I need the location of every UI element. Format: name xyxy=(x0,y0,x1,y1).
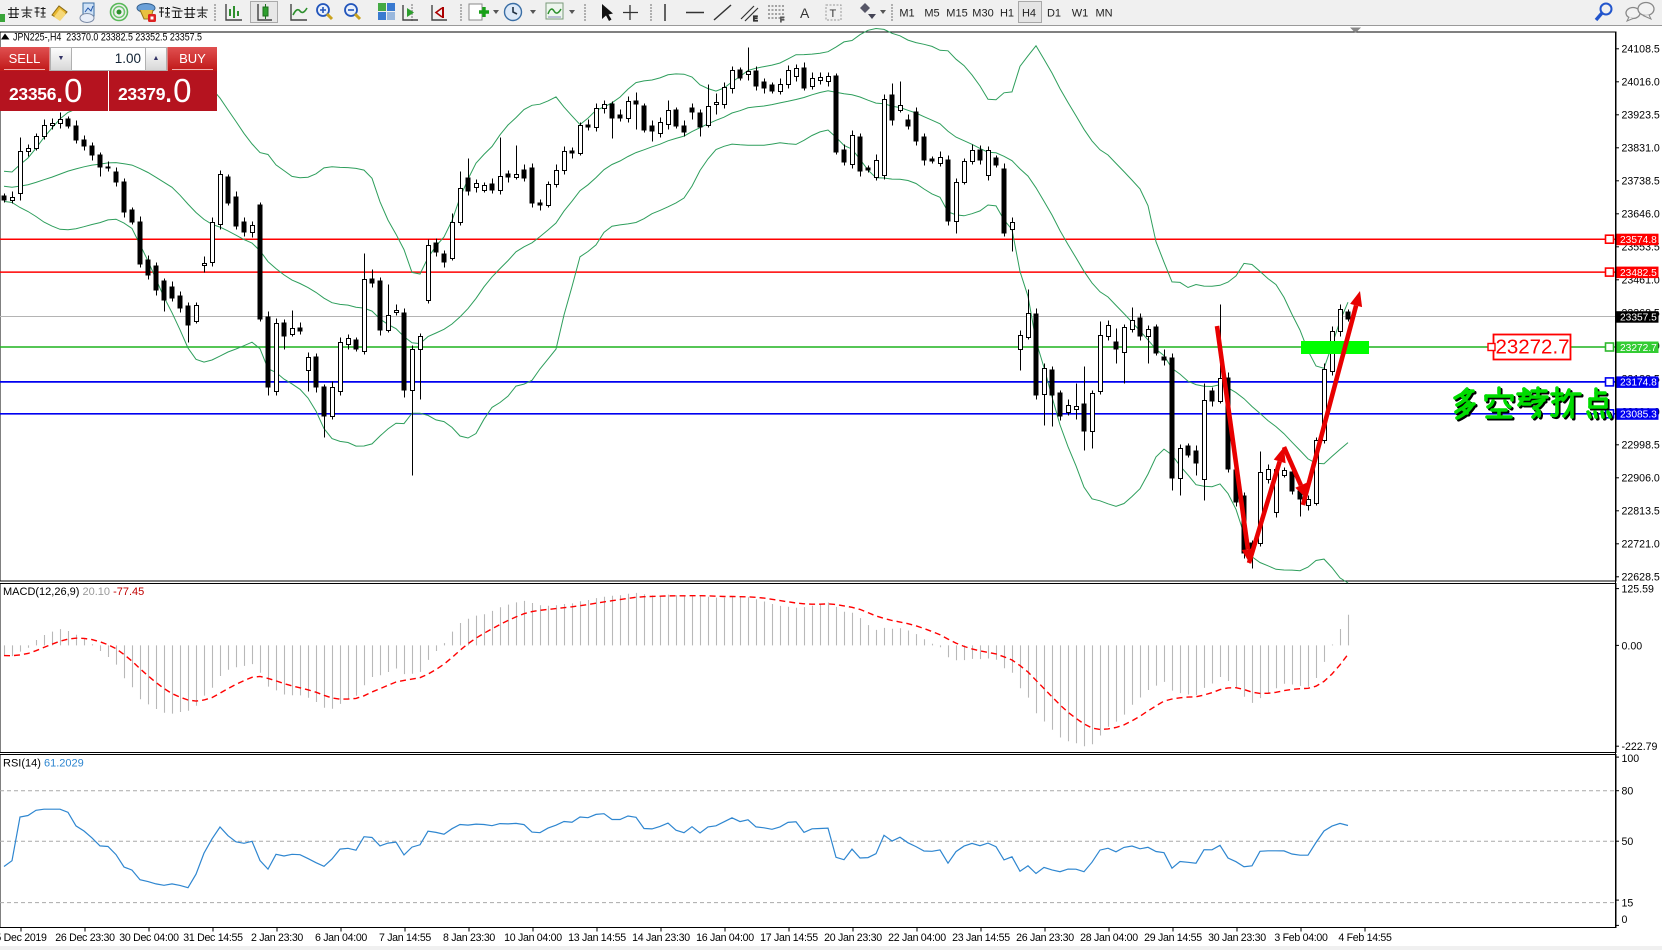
svg-text:24108.5: 24108.5 xyxy=(1622,44,1660,56)
svg-text:22 Jan 04:00: 22 Jan 04:00 xyxy=(888,932,946,944)
svg-text:RSI(14) 61.2029: RSI(14) 61.2029 xyxy=(3,758,84,770)
svg-text:14 Jan 23:30: 14 Jan 23:30 xyxy=(632,932,690,944)
svg-text:M30: M30 xyxy=(972,8,993,20)
svg-text:0.00: 0.00 xyxy=(1622,640,1643,652)
svg-text:23831.0: 23831.0 xyxy=(1622,143,1660,155)
svg-text:MACD(12,26,9) 20.10 -77.45: MACD(12,26,9) 20.10 -77.45 xyxy=(3,586,144,598)
svg-text:M5: M5 xyxy=(924,8,939,20)
svg-text:30 Dec 04:00: 30 Dec 04:00 xyxy=(119,932,179,944)
svg-text:23738.5: 23738.5 xyxy=(1622,176,1660,188)
svg-text:M1: M1 xyxy=(899,8,914,20)
svg-text:23085.3: 23085.3 xyxy=(1620,410,1657,421)
svg-text:80: 80 xyxy=(1622,786,1634,798)
svg-text:F: F xyxy=(780,17,784,24)
svg-text:125.59: 125.59 xyxy=(1622,584,1655,596)
svg-text:23357.5: 23357.5 xyxy=(1620,313,1657,324)
svg-text:E: E xyxy=(753,16,758,23)
svg-text:24016.0: 24016.0 xyxy=(1622,77,1660,89)
svg-text:23923.5: 23923.5 xyxy=(1622,110,1660,122)
svg-text:23482.5: 23482.5 xyxy=(1620,268,1657,279)
svg-text:8 Jan 23:30: 8 Jan 23:30 xyxy=(443,932,495,944)
svg-text:23646.0: 23646.0 xyxy=(1622,209,1660,221)
svg-text:5 Dec 2019: 5 Dec 2019 xyxy=(0,932,47,944)
svg-text:31 Dec 14:55: 31 Dec 14:55 xyxy=(183,932,243,944)
svg-text:20 Jan 23:30: 20 Jan 23:30 xyxy=(824,932,882,944)
svg-text:3 Feb 04:00: 3 Feb 04:00 xyxy=(1274,932,1328,944)
svg-text:100: 100 xyxy=(1622,753,1640,765)
svg-text:H4: H4 xyxy=(1022,8,1036,20)
svg-text:22906.0: 22906.0 xyxy=(1622,473,1660,485)
svg-text:M15: M15 xyxy=(946,8,967,20)
svg-text:23 Jan 14:55: 23 Jan 14:55 xyxy=(952,932,1010,944)
svg-text:MN: MN xyxy=(1095,8,1112,20)
svg-text:29 Jan 14:55: 29 Jan 14:55 xyxy=(1144,932,1202,944)
svg-text:15: 15 xyxy=(1622,898,1634,910)
svg-text:23574.8: 23574.8 xyxy=(1620,235,1657,246)
svg-text:23174.8: 23174.8 xyxy=(1620,378,1657,389)
svg-text:2 Jan 23:30: 2 Jan 23:30 xyxy=(251,932,303,944)
svg-text:D1: D1 xyxy=(1047,8,1061,20)
svg-text:23272.7: 23272.7 xyxy=(1495,336,1569,359)
svg-text:16 Jan 04:00: 16 Jan 04:00 xyxy=(696,932,754,944)
svg-text:30 Jan 23:30: 30 Jan 23:30 xyxy=(1208,932,1266,944)
svg-text:W1: W1 xyxy=(1072,8,1089,20)
svg-text:6 Jan 04:00: 6 Jan 04:00 xyxy=(315,932,367,944)
svg-text:17 Jan 14:55: 17 Jan 14:55 xyxy=(760,932,818,944)
svg-text:0: 0 xyxy=(1622,914,1628,926)
svg-text:50: 50 xyxy=(1622,836,1634,848)
svg-text:T: T xyxy=(830,8,837,20)
svg-text:23272.7: 23272.7 xyxy=(1620,343,1657,354)
svg-text:28 Jan 04:00: 28 Jan 04:00 xyxy=(1080,932,1138,944)
svg-text:4 Feb 14:55: 4 Feb 14:55 xyxy=(1338,932,1392,944)
svg-text:22628.5: 22628.5 xyxy=(1622,572,1660,584)
svg-text:7 Jan 14:55: 7 Jan 14:55 xyxy=(379,932,431,944)
svg-text:22813.5: 22813.5 xyxy=(1622,506,1660,518)
svg-text:13 Jan 14:55: 13 Jan 14:55 xyxy=(568,932,626,944)
svg-text:JPN225-,H4 23370.0 23382.5 23: JPN225-,H4 23370.0 23382.5 23352.5 23357… xyxy=(13,32,202,44)
svg-text:-222.79: -222.79 xyxy=(1622,741,1658,753)
svg-text:26 Dec 23:30: 26 Dec 23:30 xyxy=(55,932,115,944)
svg-text:26 Jan 23:30: 26 Jan 23:30 xyxy=(1016,932,1074,944)
svg-text:A: A xyxy=(800,5,810,21)
svg-text:22998.5: 22998.5 xyxy=(1622,440,1660,452)
svg-text:22721.0: 22721.0 xyxy=(1622,539,1660,551)
svg-text:H1: H1 xyxy=(1000,8,1014,20)
svg-text:10 Jan 04:00: 10 Jan 04:00 xyxy=(504,932,562,944)
